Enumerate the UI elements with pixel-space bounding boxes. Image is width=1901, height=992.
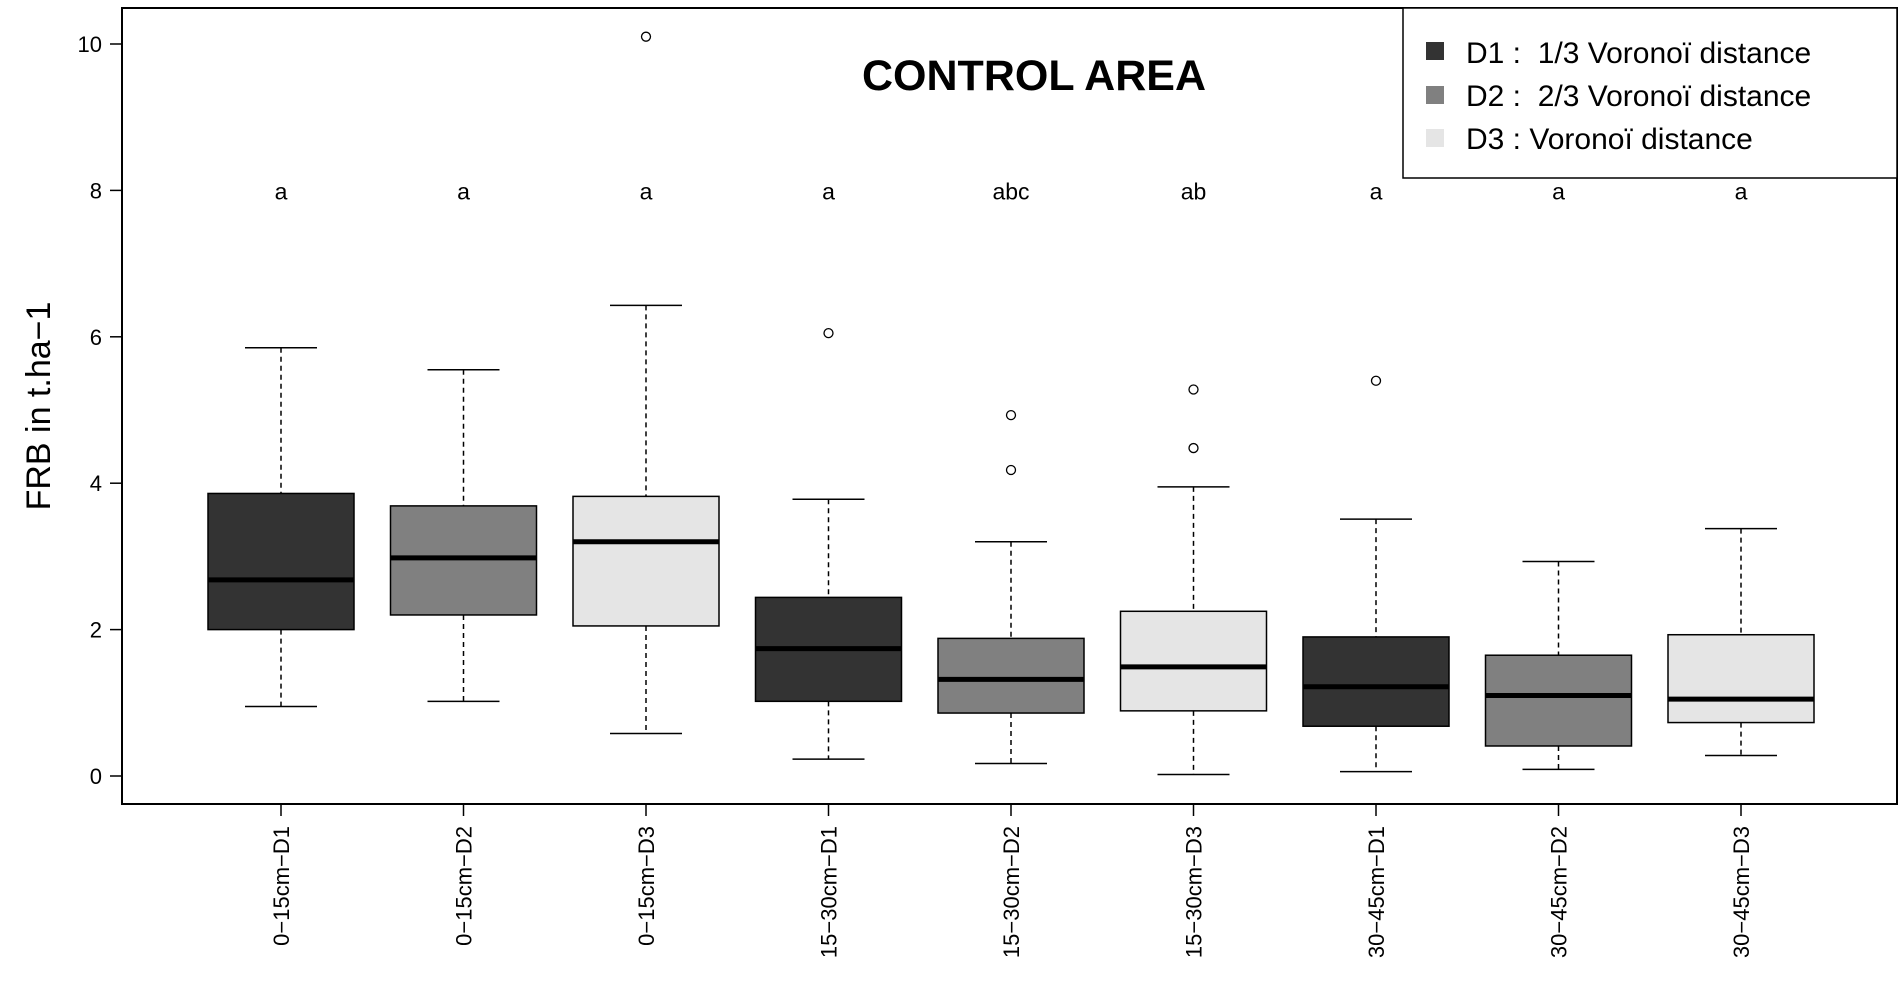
- box-2: [572, 31, 720, 735]
- significance-letter: abc: [992, 178, 1029, 204]
- iqr-box: [937, 637, 1085, 714]
- box-5: [1119, 384, 1268, 776]
- legend-swatch-d2: [1426, 86, 1444, 104]
- significance-letter: a: [275, 178, 288, 204]
- outlier-point: [1188, 384, 1199, 395]
- y-tick-label: 10: [78, 32, 102, 57]
- legend-frame: [1402, 7, 1898, 179]
- box-0: [207, 347, 355, 708]
- legend: D1 : 1/3 Voronoï distance D2 : 2/3 Voron…: [1402, 7, 1898, 179]
- x-tick-label: 30−45cm−D2: [1547, 826, 1572, 958]
- outlier-point: [640, 31, 652, 42]
- x-tick-label: 15−30cm−D2: [999, 826, 1024, 958]
- box-4: [937, 409, 1085, 765]
- legend-label-d2: D2 : 2/3 Voronoï distance: [1466, 80, 1811, 113]
- outlier-point: [1005, 464, 1017, 476]
- x-tick-label: 15−30cm−D1: [817, 826, 842, 958]
- significance-letter: a: [1370, 178, 1383, 204]
- y-tick-label: 4: [90, 471, 102, 496]
- significance-letter: ab: [1181, 178, 1207, 204]
- significance-letter: a: [1552, 178, 1565, 204]
- outlier-point: [823, 327, 834, 339]
- box-1: [389, 368, 538, 703]
- y-tick-label: 2: [90, 618, 102, 643]
- y-tick-label: 0: [90, 764, 102, 789]
- box-3: [754, 327, 903, 760]
- iqr-box: [572, 495, 720, 627]
- iqr-box: [1302, 636, 1450, 727]
- box-series: [207, 31, 1815, 776]
- y-axis-title: FRB in t.ha−1: [20, 302, 58, 511]
- legend-label-d3: D3 : Voronoï distance: [1466, 123, 1753, 156]
- legend-label-d1: D1 : 1/3 Voronoï distance: [1466, 37, 1811, 70]
- outlier-point: [1370, 375, 1382, 386]
- iqr-box: [389, 505, 538, 616]
- box-6: [1302, 375, 1450, 773]
- x-tick-label: 0−15cm−D3: [634, 826, 659, 946]
- y-tick-label: 8: [90, 178, 102, 203]
- outlier-point: [1188, 442, 1199, 454]
- significance-letters: a a a a abc ab a a a: [275, 178, 1748, 204]
- iqr-box: [207, 492, 355, 631]
- x-tick-label: 0−15cm−D2: [452, 826, 477, 946]
- significance-letter: a: [640, 178, 653, 204]
- outlier-point: [1005, 409, 1017, 421]
- box-8: [1667, 527, 1815, 757]
- significance-letter: a: [1735, 178, 1748, 204]
- legend-swatch-d1: [1426, 42, 1444, 60]
- x-tick-label: 30−45cm−D1: [1364, 826, 1389, 958]
- y-tick-label: 6: [90, 325, 102, 350]
- x-tick-label: 30−45cm−D3: [1729, 826, 1754, 958]
- box-7: [1484, 560, 1633, 771]
- iqr-box: [1119, 610, 1268, 712]
- significance-letter: a: [822, 178, 835, 204]
- x-tick-label: 0−15cm−D1: [269, 826, 294, 946]
- y-axis: 0 2 4 6 8 10: [78, 32, 123, 789]
- significance-letter: a: [457, 178, 470, 204]
- iqr-box: [1484, 654, 1633, 747]
- x-axis: 0−15cm−D1 0−15cm−D2 0−15cm−D3 15−30cm−D1 15−…: [269, 803, 1754, 958]
- chart-title: CONTROL AREA: [862, 52, 1206, 100]
- iqr-box: [1667, 633, 1815, 724]
- legend-swatch-d3: [1426, 129, 1444, 147]
- x-tick-label: 15−30cm−D3: [1182, 826, 1207, 958]
